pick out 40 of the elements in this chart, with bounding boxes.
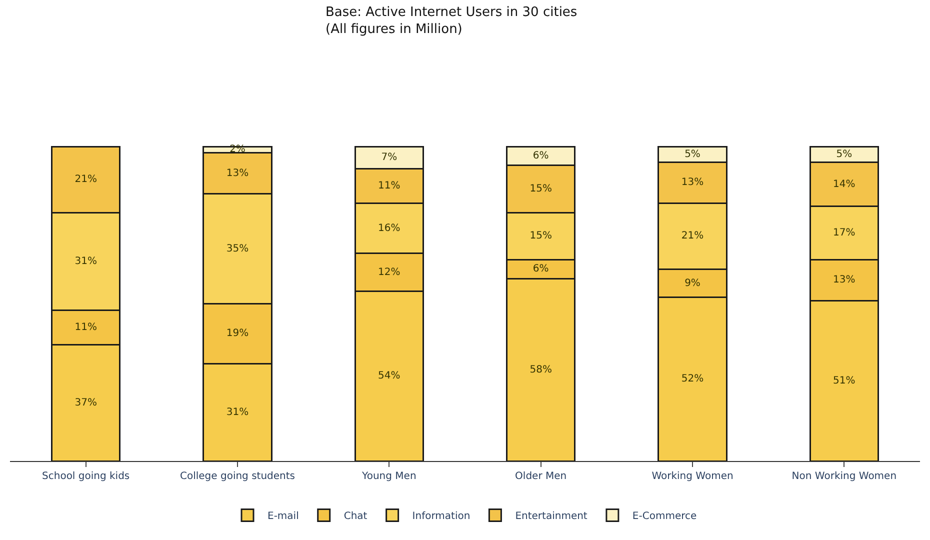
x-tick-label: Older Men bbox=[515, 471, 567, 482]
legend-label: E-mail bbox=[268, 511, 299, 522]
data-label: 19% bbox=[226, 328, 249, 340]
data-label: 5% bbox=[684, 148, 700, 160]
data-label: 16% bbox=[378, 222, 400, 234]
legend-label: E-Commerce bbox=[632, 511, 697, 522]
data-label: 6% bbox=[532, 264, 549, 275]
legend-label: Chat bbox=[344, 511, 368, 522]
data-label: 31% bbox=[74, 256, 97, 267]
data-label: 37% bbox=[74, 397, 97, 408]
data-label: 13% bbox=[833, 274, 856, 286]
data-label: 54% bbox=[378, 370, 400, 382]
data-label: 9% bbox=[684, 278, 700, 289]
data-label: 21% bbox=[681, 230, 704, 242]
data-label: 13% bbox=[681, 177, 704, 188]
x-tick-label: School going kids bbox=[42, 471, 130, 482]
legend-label: Entertainment bbox=[515, 511, 588, 522]
data-label: 52% bbox=[681, 374, 704, 385]
chart-title: Base: Active Internet Users in 30 cities (All figures in Million) bbox=[326, 5, 578, 38]
x-tick-label: Young Men bbox=[361, 471, 416, 482]
data-label: 11% bbox=[74, 322, 97, 333]
data-label: 51% bbox=[833, 375, 856, 386]
data-label: 14% bbox=[833, 178, 856, 190]
x-tick-label: Non Working Women bbox=[792, 471, 897, 482]
legend-label: Information bbox=[412, 511, 470, 522]
data-label: 15% bbox=[530, 184, 552, 194]
data-label: 6% bbox=[532, 150, 549, 162]
data-label: 5% bbox=[836, 148, 852, 160]
data-label: 13% bbox=[226, 168, 249, 179]
data-label: 21% bbox=[74, 174, 97, 186]
data-label: 15% bbox=[530, 230, 552, 242]
x-tick-label: College going students bbox=[180, 471, 296, 482]
data-label: 58% bbox=[530, 364, 552, 376]
x-tick-label: Working Women bbox=[652, 471, 734, 482]
data-label: 35% bbox=[226, 243, 249, 254]
data-label: 31% bbox=[226, 406, 249, 418]
data-label: 7% bbox=[381, 152, 398, 164]
data-label: 12% bbox=[378, 266, 400, 278]
data-label: 17% bbox=[833, 228, 856, 239]
data-label: 11% bbox=[378, 180, 400, 192]
